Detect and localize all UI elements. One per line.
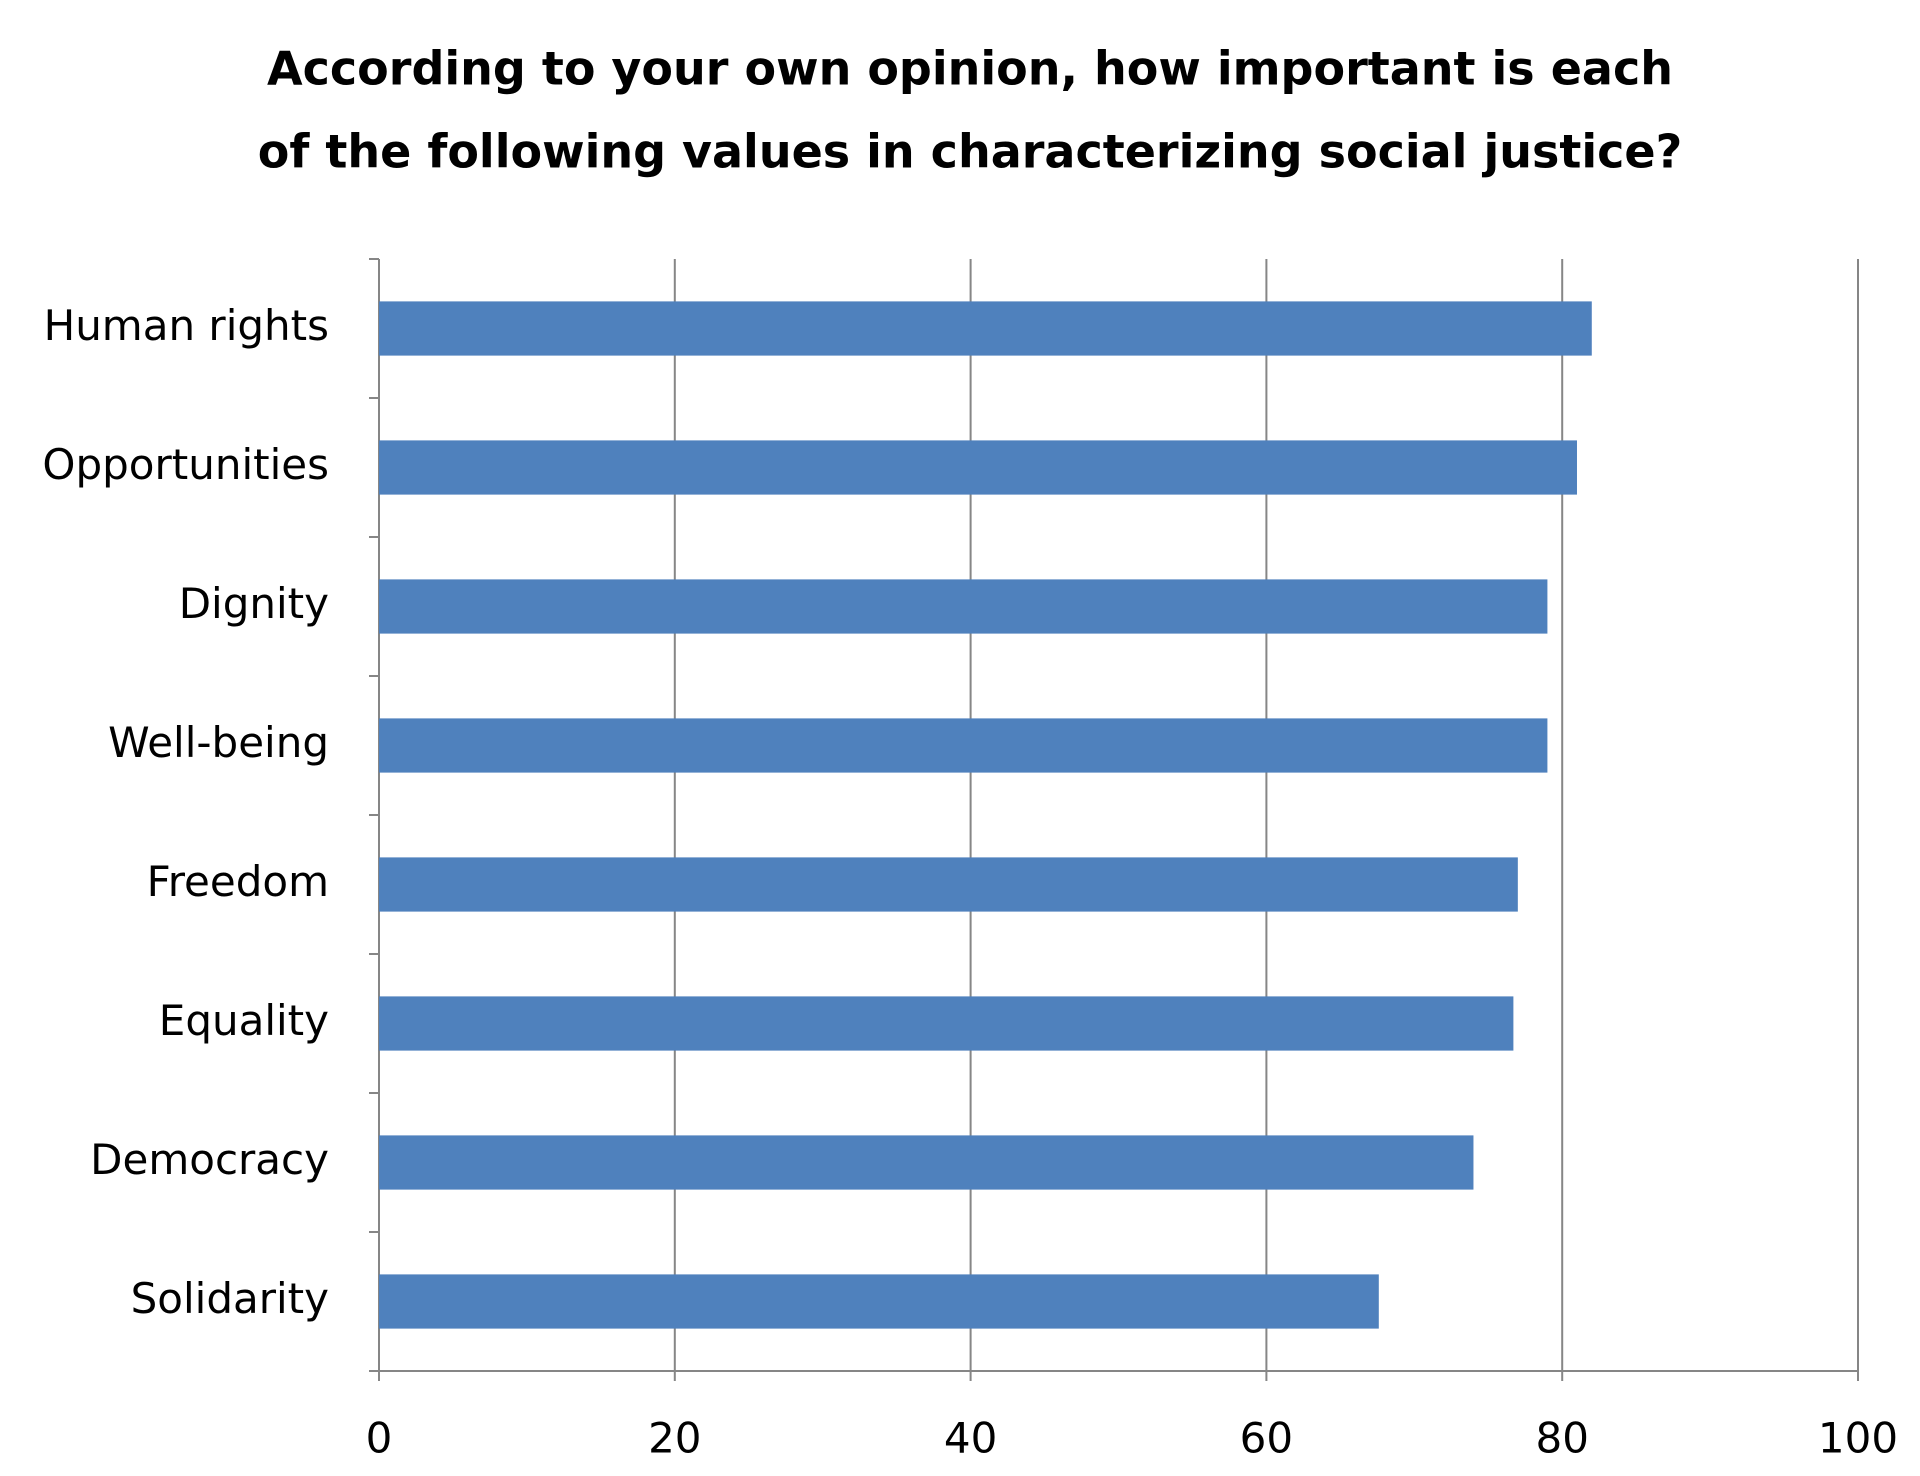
bar xyxy=(379,1274,1379,1329)
y-tick-label: Well-being xyxy=(108,718,329,767)
x-tick-label: 60 xyxy=(1240,1414,1293,1463)
x-tick-label: 0 xyxy=(366,1414,393,1463)
y-tick-label: Democracy xyxy=(90,1135,329,1184)
y-tick-label: Freedom xyxy=(147,857,329,906)
bar xyxy=(379,996,1514,1051)
chart-title: of the following values in characterizin… xyxy=(258,125,1683,179)
bar xyxy=(379,440,1577,495)
bar xyxy=(379,718,1548,773)
y-tick-label: Solidarity xyxy=(131,1274,329,1323)
x-tick-label: 80 xyxy=(1535,1414,1588,1463)
y-tick-label: Equality xyxy=(159,996,329,1045)
bar xyxy=(379,1135,1474,1190)
chart-title: According to your own opinion, how impor… xyxy=(267,42,1673,96)
y-tick-label: Human rights xyxy=(44,301,329,350)
x-tick-label: 100 xyxy=(1818,1414,1898,1463)
bar xyxy=(379,579,1548,634)
x-tick-label: 20 xyxy=(648,1414,701,1463)
y-tick-label: Opportunities xyxy=(42,440,329,489)
y-tick-label: Dignity xyxy=(179,579,329,628)
bar xyxy=(379,857,1518,912)
x-tick-label: 40 xyxy=(944,1414,997,1463)
bar xyxy=(379,301,1592,356)
